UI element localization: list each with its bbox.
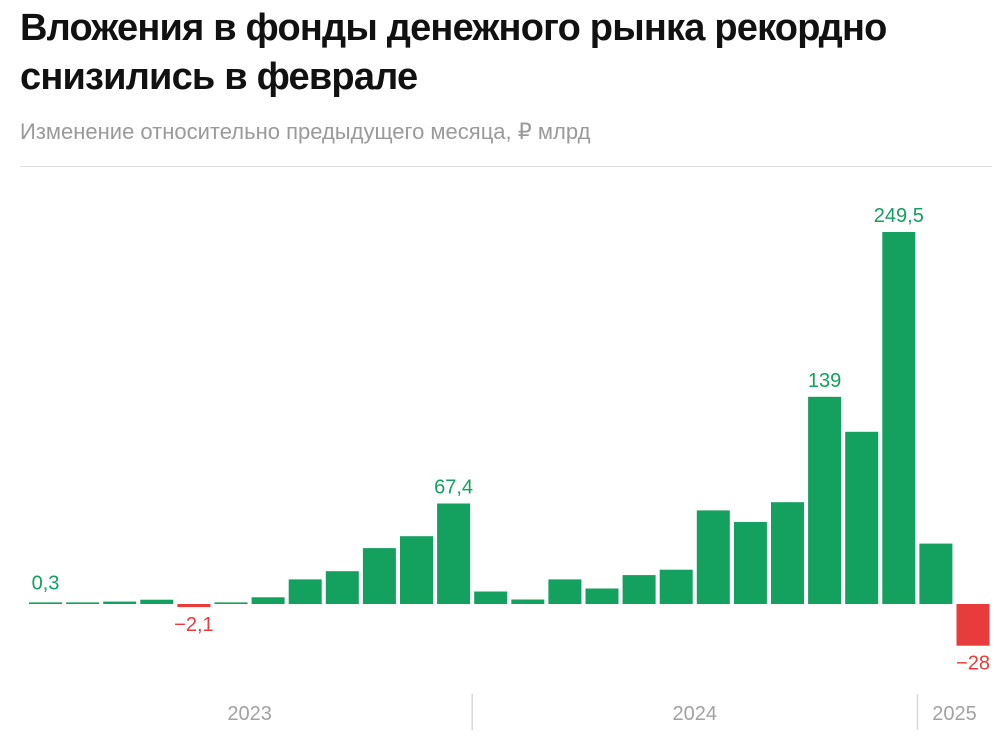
bar-05.2023 xyxy=(177,604,211,608)
bar-07.2024 xyxy=(696,510,730,604)
bar-11.2023 xyxy=(400,536,433,604)
bar-12.2023 xyxy=(437,503,471,604)
bar-11.2024 xyxy=(845,431,879,604)
bar-10.2023 xyxy=(362,548,396,604)
data-label: 249,5 xyxy=(874,205,924,227)
bar-06.2023 xyxy=(214,602,248,604)
data-label: 0,3 xyxy=(32,573,60,595)
x-tick-label: 2023 xyxy=(227,703,272,725)
data-label: −2,1 xyxy=(174,614,213,636)
data-label: −28 xyxy=(956,653,990,675)
bar-04.2023 xyxy=(140,599,174,604)
x-tick-label: 2025 xyxy=(932,703,977,725)
bar-03.2024 xyxy=(548,579,582,604)
x-tick-label: 2024 xyxy=(673,703,718,725)
bar-02.2025 xyxy=(956,604,990,646)
bar-06.2024 xyxy=(659,569,693,604)
chart-subtitle: Изменение относительно предыдущего месяц… xyxy=(20,119,591,144)
bar-01.2025 xyxy=(919,543,953,604)
bar-09.2024 xyxy=(771,502,804,604)
bar-08.2024 xyxy=(733,522,767,604)
bar-12.2024 xyxy=(882,232,916,604)
bar-05.2024 xyxy=(622,575,656,604)
bar-10.2024 xyxy=(808,396,842,604)
bar-09.2023 xyxy=(325,571,359,604)
bar-01.2024 xyxy=(474,591,508,604)
bar-01.2023 xyxy=(29,602,62,604)
bar-02.2024 xyxy=(511,599,545,604)
chart-title: Вложения в фонды денежного рынка рекордн… xyxy=(20,7,887,98)
data-label: 139 xyxy=(808,370,841,392)
bar-07.2023 xyxy=(251,597,285,604)
bar-04.2024 xyxy=(585,588,619,604)
bar-08.2023 xyxy=(288,579,322,604)
header-divider xyxy=(20,166,992,167)
bar-02.2023 xyxy=(66,602,100,604)
data-label: 67,4 xyxy=(434,477,473,499)
bar-03.2023 xyxy=(103,601,137,604)
